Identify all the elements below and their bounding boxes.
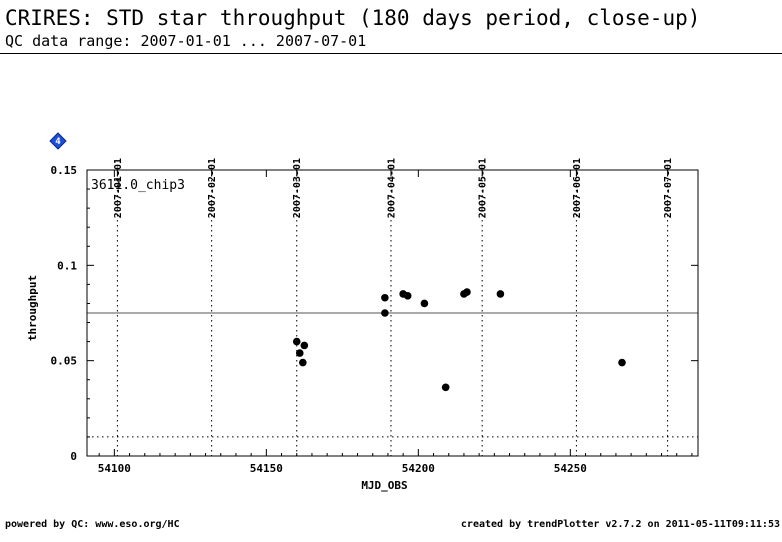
data-point bbox=[403, 292, 412, 300]
date-tick-label: 2007-05-01 bbox=[478, 158, 489, 218]
data-point bbox=[299, 358, 307, 367]
y-axis: 0 0.05 0.1 0.15 bbox=[51, 164, 698, 463]
y-tick-label: 0.15 bbox=[51, 164, 78, 177]
x-tick-label: 54250 bbox=[554, 462, 587, 475]
data-points bbox=[292, 288, 626, 392]
y-tick-label: 0 bbox=[70, 450, 77, 463]
x-tick-label: 54200 bbox=[402, 462, 435, 475]
x-axis-label: MJD_OBS bbox=[361, 479, 407, 492]
data-point bbox=[420, 299, 429, 308]
x-axis: 54100 54150 54200 54250 bbox=[98, 170, 693, 475]
footer-credit: powered by QC: www.eso.org/HC bbox=[5, 519, 180, 530]
data-point bbox=[292, 337, 301, 346]
footer-created-by: created by trendPlotter v2.7.2 on 2011-0… bbox=[460, 519, 780, 530]
date-tick-label: 2007-04-01 bbox=[386, 158, 397, 218]
y-tick-label: 0.05 bbox=[51, 355, 78, 368]
x-tick-label: 54100 bbox=[98, 462, 131, 475]
data-point bbox=[618, 358, 626, 367]
series-label: 3611.0_chip3 bbox=[91, 178, 185, 193]
diamond-badge-icon: 4 bbox=[49, 132, 67, 150]
x-tick-label: 54150 bbox=[250, 462, 283, 475]
date-tick-label: 2007-03-01 bbox=[292, 158, 303, 218]
page-title: CRIRES: STD star throughput (180 days pe… bbox=[5, 6, 701, 30]
data-point bbox=[300, 341, 309, 350]
date-tick-label: 2007-02-01 bbox=[207, 158, 218, 218]
reference-lines bbox=[87, 312, 698, 438]
data-point bbox=[496, 290, 505, 298]
date-tick-label: 2007-07-01 bbox=[663, 158, 674, 218]
y-tick-label: 0.1 bbox=[57, 259, 77, 272]
plot-frame bbox=[86, 169, 699, 457]
data-point bbox=[441, 383, 450, 392]
page-subtitle: QC data range: 2007-01-01 ... 2007-07-01 bbox=[5, 32, 367, 50]
date-tick-label: 2007-01-01 bbox=[113, 158, 124, 218]
diamond-icon bbox=[49, 132, 67, 150]
date-tick-label: 2007-06-01 bbox=[572, 158, 583, 218]
date-axis: 2007-01-01 2007-02-01 2007-03-01 2007-04-01… bbox=[113, 158, 674, 218]
data-point bbox=[463, 288, 471, 296]
y-axis-label: throughput bbox=[26, 275, 39, 341]
badge-number: 4 bbox=[55, 137, 61, 147]
data-point bbox=[381, 309, 389, 317]
data-point bbox=[381, 293, 389, 302]
data-point bbox=[295, 349, 304, 357]
header-divider bbox=[0, 53, 782, 54]
